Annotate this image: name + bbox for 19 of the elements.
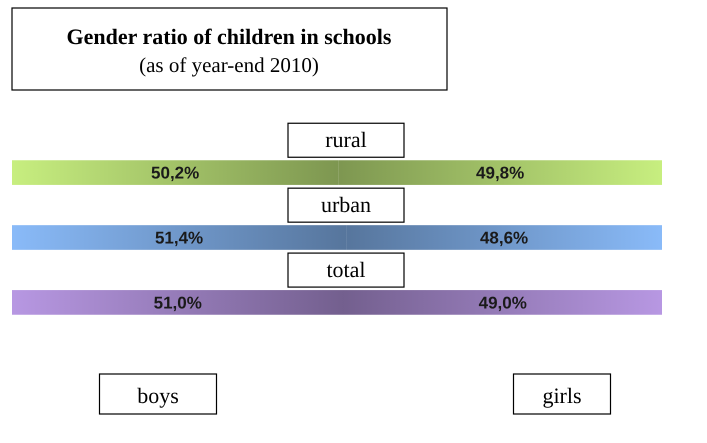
bar: [344, 290, 662, 315]
data-label: 49,0%: [478, 293, 527, 312]
y-tick-label: total: [326, 257, 366, 282]
data-label: 51,4%: [154, 228, 204, 248]
data-label: 48,6%: [480, 228, 528, 248]
data-label: 51,0%: [154, 293, 202, 312]
chart-title: Gender ratio of children in schools: [66, 24, 392, 49]
bar: [12, 290, 344, 315]
bar: [12, 160, 338, 185]
bar: [12, 225, 346, 250]
bar: [346, 225, 662, 250]
text: boys: [137, 383, 179, 408]
chart-subtitle: (as of year-end 2010): [139, 53, 319, 77]
y-tick-label: rural: [325, 127, 367, 152]
text: girls: [542, 383, 582, 408]
data-label: 50,2%: [151, 164, 200, 183]
y-tick-label: urban: [320, 192, 372, 218]
bar: [338, 160, 662, 185]
data-label: 49,8%: [476, 164, 524, 183]
